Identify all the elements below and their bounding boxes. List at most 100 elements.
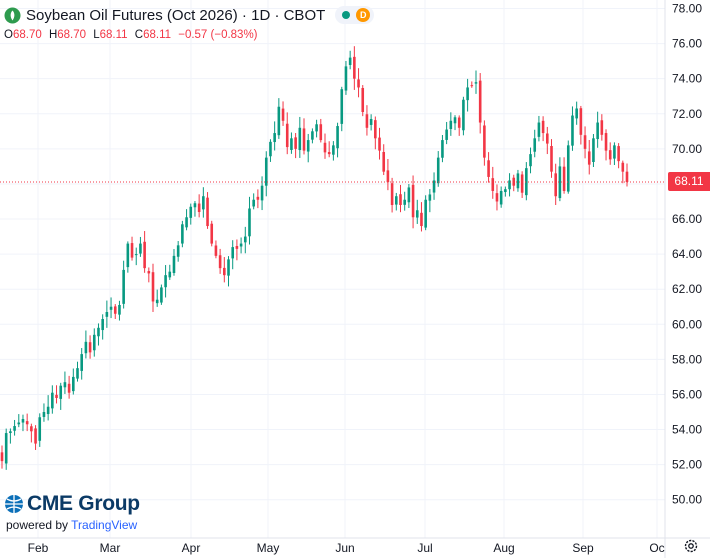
candle[interactable] (155, 289, 159, 307)
candle[interactable] (294, 133, 297, 159)
gear-icon[interactable] (683, 538, 699, 554)
candle[interactable] (390, 177, 394, 213)
candle[interactable] (46, 395, 50, 421)
candle[interactable] (168, 264, 172, 280)
candle[interactable] (189, 203, 193, 225)
candle[interactable] (340, 86, 344, 132)
candle[interactable] (462, 96, 465, 136)
candle[interactable] (197, 194, 201, 218)
candle[interactable] (239, 237, 243, 254)
candle[interactable] (172, 249, 176, 276)
candle[interactable] (520, 171, 524, 198)
candle[interactable] (281, 101, 285, 126)
candle[interactable] (323, 133, 327, 159)
candle[interactable] (17, 414, 21, 428)
candle[interactable] (0, 445, 4, 469)
candle[interactable] (487, 152, 490, 183)
candle[interactable] (223, 257, 226, 283)
candle[interactable] (134, 247, 138, 266)
candle[interactable] (617, 143, 620, 169)
candle[interactable] (42, 403, 46, 422)
candle[interactable] (608, 142, 612, 165)
candle[interactable] (25, 413, 29, 432)
candle[interactable] (302, 118, 306, 155)
candle[interactable] (181, 220, 184, 248)
candle[interactable] (600, 114, 604, 141)
candle[interactable] (508, 173, 511, 197)
candle[interactable] (336, 122, 339, 158)
candle[interactable] (264, 151, 268, 197)
candle[interactable] (529, 147, 532, 174)
candle[interactable] (420, 202, 423, 232)
candle[interactable] (403, 191, 406, 211)
candle[interactable] (566, 140, 570, 194)
candle[interactable] (248, 196, 251, 245)
cme-branding[interactable]: CME Group powered by TradingView (4, 492, 140, 532)
candle[interactable] (9, 428, 12, 444)
candle[interactable] (80, 348, 83, 380)
cme-logo[interactable]: CME Group (4, 492, 140, 516)
candle[interactable] (621, 160, 625, 184)
candle[interactable] (210, 220, 214, 247)
candle[interactable] (361, 85, 365, 117)
candle[interactable] (613, 142, 616, 166)
candle[interactable] (88, 335, 92, 359)
candle[interactable] (558, 157, 562, 202)
candle[interactable] (218, 248, 222, 274)
candle[interactable] (546, 126, 549, 155)
candle[interactable] (227, 256, 230, 287)
candle[interactable] (269, 139, 272, 162)
candle[interactable] (315, 119, 318, 138)
candle[interactable] (214, 240, 218, 259)
candle[interactable] (344, 60, 348, 95)
candle[interactable] (453, 115, 457, 131)
candle[interactable] (290, 132, 293, 154)
candle[interactable] (394, 192, 398, 211)
candle[interactable] (59, 382, 63, 410)
candle[interactable] (243, 226, 247, 254)
candle[interactable] (357, 68, 360, 98)
symbol-title[interactable]: Soybean Oil Futures (Oct 2026) · 1D · CB… (26, 6, 326, 24)
candle[interactable] (562, 157, 566, 194)
candle[interactable] (466, 78, 469, 112)
candle[interactable] (273, 121, 276, 151)
candle[interactable] (38, 413, 42, 447)
candle[interactable] (541, 116, 545, 142)
candle[interactable] (424, 195, 427, 231)
candle[interactable] (185, 209, 188, 231)
candle[interactable] (575, 101, 578, 125)
candle[interactable] (525, 162, 528, 201)
candle[interactable] (445, 121, 448, 145)
candle[interactable] (348, 50, 352, 70)
candle[interactable] (583, 126, 587, 159)
chart-legend-header[interactable]: Soybean Oil Futures (Oct 2026) · 1D · CB… (4, 5, 375, 25)
candle[interactable] (101, 314, 104, 340)
candle[interactable] (374, 116, 377, 150)
candle[interactable] (353, 46, 356, 90)
candle[interactable] (76, 361, 79, 382)
candle[interactable] (512, 174, 516, 192)
candle[interactable] (164, 265, 167, 298)
candle[interactable] (72, 368, 75, 395)
candle[interactable] (592, 134, 595, 168)
candle[interactable] (21, 414, 25, 432)
candle[interactable] (386, 158, 390, 191)
candle[interactable] (457, 115, 461, 136)
powered-by[interactable]: powered by TradingView (6, 518, 140, 532)
candle[interactable] (151, 263, 155, 312)
candle[interactable] (118, 300, 121, 321)
candle[interactable] (579, 105, 583, 145)
candle[interactable] (126, 241, 130, 273)
candle[interactable] (97, 323, 100, 346)
candle[interactable] (231, 240, 235, 270)
candle[interactable] (63, 371, 67, 394)
candle[interactable] (441, 134, 444, 163)
candle[interactable] (105, 300, 109, 328)
candle[interactable] (327, 141, 331, 158)
candle[interactable] (399, 184, 402, 213)
candle[interactable] (550, 139, 553, 178)
candle[interactable] (415, 199, 419, 224)
candle[interactable] (92, 328, 96, 357)
candle[interactable] (160, 284, 163, 305)
candle[interactable] (298, 116, 302, 158)
